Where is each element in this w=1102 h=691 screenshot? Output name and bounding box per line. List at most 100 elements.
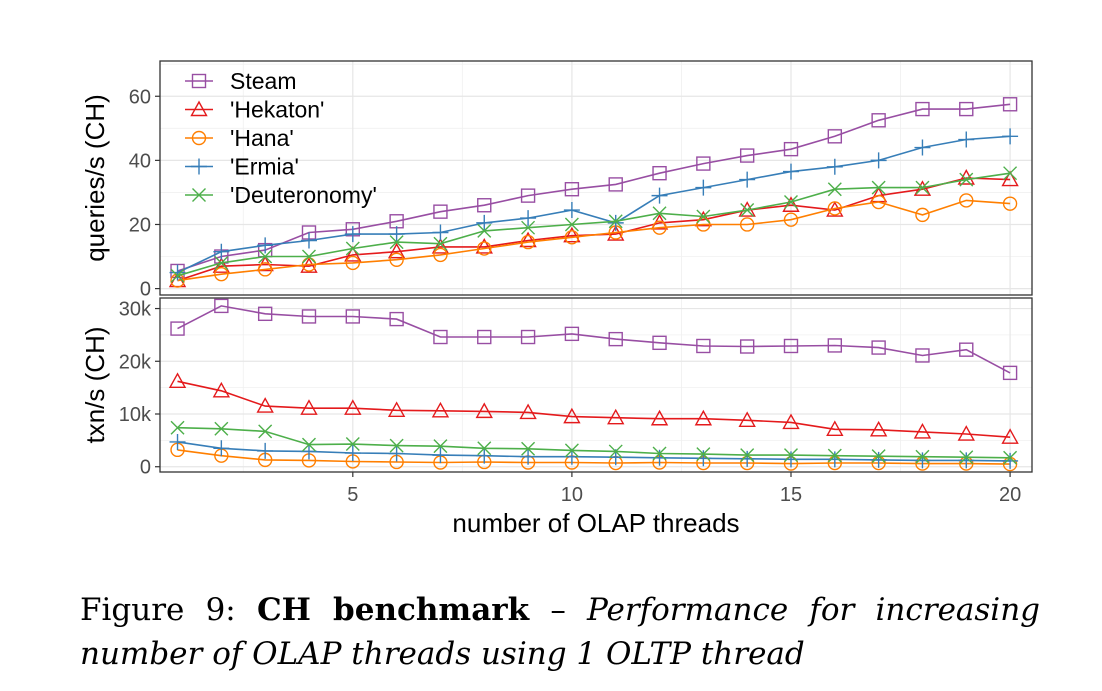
series-4 bbox=[169, 128, 1019, 281]
legend-label: 'Hekaton' bbox=[230, 97, 324, 123]
data-point bbox=[695, 179, 712, 196]
data-point bbox=[826, 451, 843, 468]
x-tick-label: 10 bbox=[561, 484, 583, 506]
data-point bbox=[915, 180, 930, 195]
panel-bottom: 0 10k 20k 30k txn/s (CH) 5 10 15 20 number of OLA… bbox=[80, 297, 1033, 538]
legend-key-marker bbox=[191, 73, 207, 89]
data-point bbox=[477, 198, 492, 213]
chart: 0 20 40 60 queries/s (CH) 0 10k 20k 30k txn/s (CH… bbox=[80, 60, 1033, 538]
data-point bbox=[871, 194, 886, 210]
data-point bbox=[740, 203, 755, 218]
data-point bbox=[739, 171, 756, 188]
data-point bbox=[652, 335, 667, 351]
data-point bbox=[651, 187, 668, 204]
caption-text: Performance for increasing number of OLA… bbox=[80, 592, 1041, 672]
data-point bbox=[694, 409, 713, 426]
data-point bbox=[696, 338, 711, 354]
data-point bbox=[914, 139, 931, 156]
data-point bbox=[170, 420, 185, 435]
series-line bbox=[177, 426, 1011, 459]
y-axis-label: queries/s (CH) bbox=[80, 94, 110, 262]
data-point bbox=[739, 339, 755, 354]
data-point bbox=[389, 311, 404, 327]
data-point bbox=[258, 424, 273, 439]
data-point bbox=[214, 421, 229, 436]
data-point bbox=[388, 445, 405, 462]
data-point bbox=[563, 226, 581, 243]
data-point bbox=[170, 268, 185, 283]
data-point bbox=[520, 210, 537, 227]
data-point bbox=[433, 247, 448, 263]
data-point bbox=[738, 411, 756, 428]
data-point bbox=[608, 214, 623, 229]
data-point bbox=[520, 448, 537, 465]
data-point bbox=[871, 449, 886, 464]
data-point bbox=[1002, 452, 1019, 469]
data-point bbox=[170, 321, 185, 336]
data-point bbox=[431, 401, 450, 418]
data-point bbox=[257, 237, 274, 254]
figure-caption: Figure 9: CH benchmark – Performance for… bbox=[80, 588, 1040, 676]
data-point bbox=[783, 338, 799, 354]
data-point bbox=[784, 195, 798, 210]
data-point bbox=[168, 372, 187, 389]
data-point bbox=[300, 232, 317, 249]
legend-item: 'Ermia' bbox=[185, 154, 299, 180]
data-point bbox=[782, 196, 800, 212]
legend-label: 'Ermia' bbox=[230, 154, 299, 180]
series-line bbox=[177, 172, 1011, 277]
y-tick-label: 20 bbox=[129, 214, 151, 236]
panel-border bbox=[159, 297, 1033, 473]
data-point bbox=[258, 249, 273, 264]
data-point bbox=[652, 206, 667, 221]
data-point bbox=[652, 165, 667, 181]
data-point bbox=[476, 214, 493, 231]
y-tick-label: 10k bbox=[119, 404, 152, 426]
data-point bbox=[564, 217, 579, 232]
data-point bbox=[301, 249, 316, 264]
data-point bbox=[651, 449, 668, 466]
y-tick-label: 60 bbox=[129, 86, 151, 108]
data-point bbox=[1001, 170, 1019, 187]
data-point bbox=[301, 437, 316, 452]
series-3 bbox=[170, 193, 1018, 288]
data-point bbox=[1002, 97, 1018, 112]
caption-prefix: Figure 9: bbox=[80, 592, 236, 628]
data-point bbox=[477, 241, 492, 256]
data-point bbox=[1002, 196, 1018, 211]
legend-label: 'Hana' bbox=[230, 125, 294, 151]
data-point bbox=[1001, 428, 1019, 444]
data-point bbox=[870, 152, 887, 169]
data-point bbox=[869, 420, 888, 437]
data-point bbox=[915, 207, 930, 223]
data-point bbox=[739, 148, 755, 163]
data-point bbox=[650, 409, 669, 426]
data-point bbox=[212, 257, 231, 273]
series-line bbox=[177, 449, 1011, 465]
data-point bbox=[959, 172, 974, 187]
data-point bbox=[389, 438, 404, 453]
data-point bbox=[301, 257, 317, 272]
data-point bbox=[431, 237, 450, 254]
data-point bbox=[520, 329, 536, 345]
data-point bbox=[827, 129, 843, 144]
data-point bbox=[826, 420, 844, 436]
y-tick-label: 40 bbox=[129, 150, 151, 172]
data-point bbox=[695, 450, 712, 467]
data-point bbox=[871, 113, 886, 128]
data-point bbox=[959, 450, 974, 465]
data-point bbox=[827, 182, 842, 197]
data-point bbox=[739, 450, 756, 467]
data-point bbox=[1003, 450, 1018, 465]
data-point bbox=[564, 182, 580, 197]
data-point bbox=[519, 231, 537, 248]
y-tick-label: 0 bbox=[140, 279, 151, 301]
data-point bbox=[915, 449, 930, 464]
data-point bbox=[958, 452, 975, 469]
data-point bbox=[433, 439, 448, 454]
data-point bbox=[433, 236, 448, 251]
legend-key-marker bbox=[191, 158, 207, 175]
caption-title: CH benchmark bbox=[256, 592, 530, 628]
data-point bbox=[345, 309, 361, 324]
